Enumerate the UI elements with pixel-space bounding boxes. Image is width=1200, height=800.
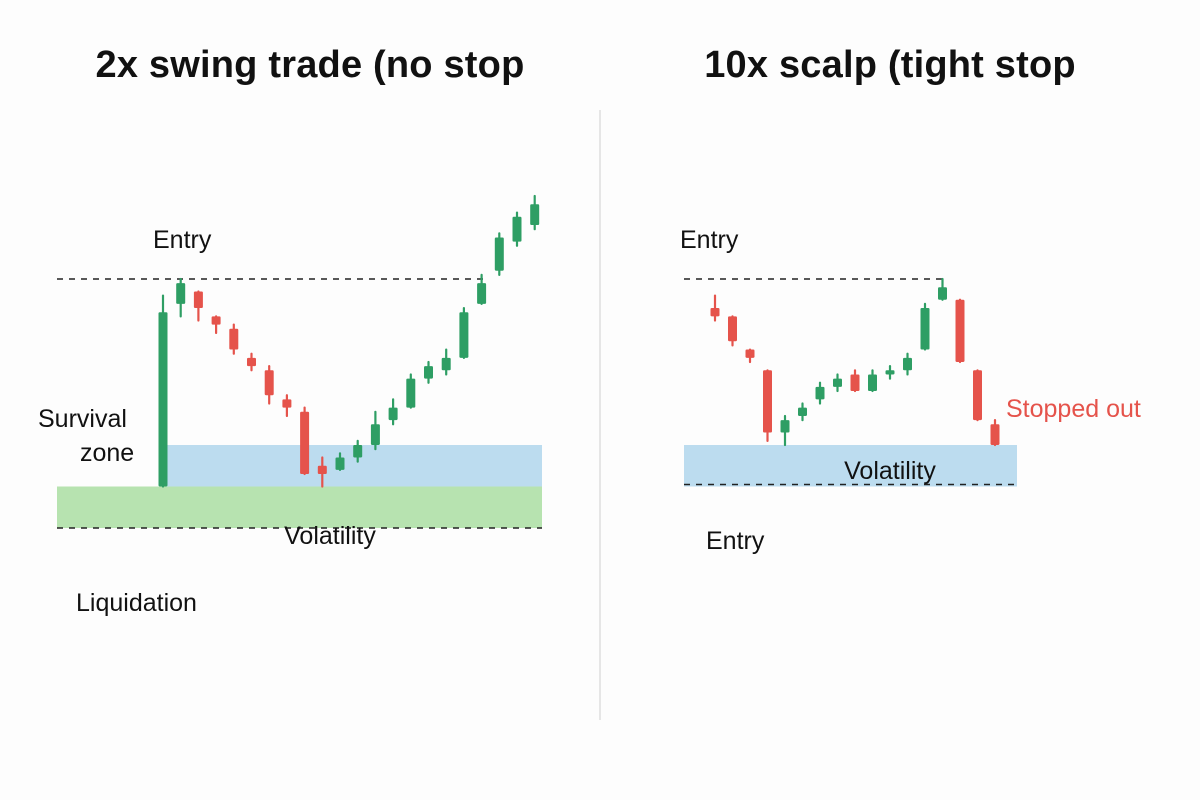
candle [193,290,203,322]
candle [955,298,965,364]
candle [211,315,221,335]
candle-body [229,328,239,350]
panel-divider [599,110,601,720]
candle-body [850,374,860,392]
candle [990,419,1000,447]
candle [247,352,256,372]
left-chart [57,194,542,529]
candle-body [763,370,772,433]
candle [903,352,912,376]
candle-body [282,399,292,408]
candle-body [211,316,221,325]
candle-body [868,374,877,392]
candle [317,456,327,488]
candle [353,439,363,463]
candle [424,360,433,384]
candle [176,277,186,318]
candle [459,306,469,359]
right-volatility-label: Volatility [844,457,936,485]
candle-body [938,287,947,300]
candle-body [388,407,398,421]
right-candles [710,277,1000,447]
candle-body [955,299,965,362]
right-panel-title: 10x scalp (tight stop [704,44,1076,86]
candle [264,365,274,405]
candle [530,194,540,231]
candle [745,348,755,364]
candle-body [424,366,433,379]
candle-body [406,378,416,408]
candle-body [530,204,540,226]
candle [780,414,790,447]
candle [300,406,310,476]
candle-body [780,420,790,433]
candle [441,348,451,376]
candle [710,294,720,322]
candle [973,369,982,422]
candle [920,302,930,351]
candle [388,398,398,426]
candle-body [903,357,912,371]
candle-body [264,370,274,396]
candle [798,402,807,422]
candle [512,211,522,247]
candle [885,365,895,380]
candle-body [512,216,522,242]
candle-body [441,357,451,371]
left-candles [158,194,540,488]
left-volatility-label: Volatility [284,522,376,550]
candle-body [920,308,930,350]
candle [282,394,292,418]
left-panel-title: 2x swing trade (no stop [95,44,525,86]
candle-body [158,312,168,487]
volatility-zone-green [57,486,542,528]
candle [728,315,737,347]
candle-body [247,357,256,367]
candle-body [300,411,310,475]
candle [815,381,825,405]
candle [158,294,168,488]
survival-zone-blue [163,445,542,487]
volatility-zone-blue [684,445,1017,487]
candle-body [833,378,842,387]
candle [833,373,842,393]
candle-body [798,407,807,416]
candle [406,373,416,409]
candle-body [728,316,737,342]
candle-body [494,237,504,271]
candle [477,273,487,305]
candle-body [353,445,363,458]
candle-body [990,424,1000,445]
candle [850,369,860,393]
candle-body [885,370,895,375]
candle-body [973,370,982,421]
right-entry-top-label: Entry [680,226,739,254]
survival-zone-label-line1: Survival [38,405,127,433]
liquidation-label: Liquidation [76,589,197,617]
candle [335,452,345,471]
candle-body [745,349,755,358]
candle-body [459,312,469,358]
candle [370,410,380,451]
candle-body [370,424,380,445]
candle-body [477,283,487,304]
candle [229,323,239,355]
left-entry-label: Entry [153,226,212,254]
candle [868,369,877,393]
survival-zone-label-line2: zone [80,439,135,467]
candle [763,369,772,442]
candle-body [335,457,345,470]
stopped-out-label: Stopped out [1006,395,1141,423]
right-chart [684,277,1017,487]
candle-body [176,283,186,304]
candle [494,232,504,276]
candle-body [710,308,720,317]
candle [938,277,947,301]
candle-body [193,291,203,309]
candle-body [815,386,825,400]
right-entry-bottom-label: Entry [706,527,765,555]
candle-body [317,465,327,475]
